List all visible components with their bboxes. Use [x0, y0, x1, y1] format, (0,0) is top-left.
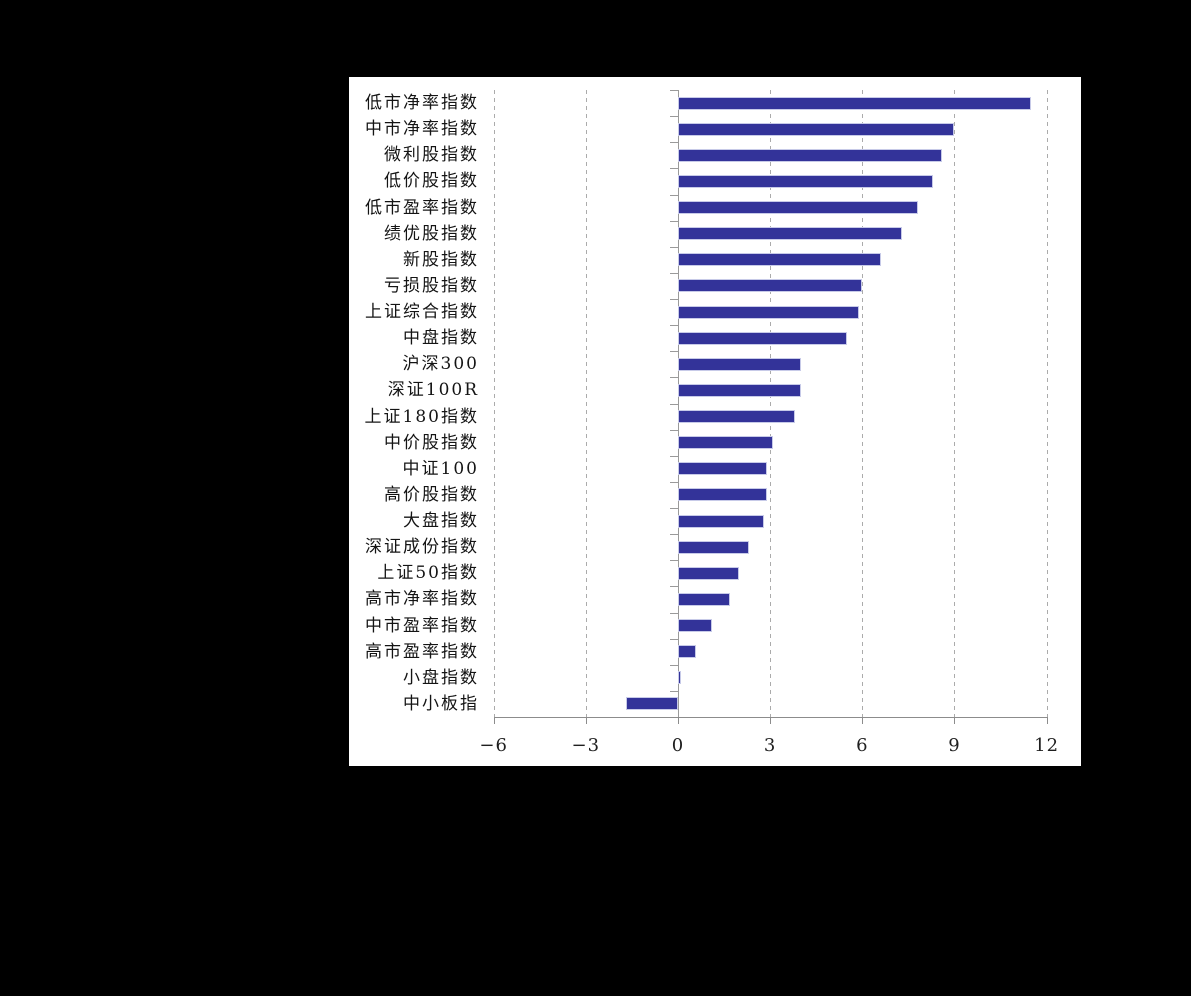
category-label: 高市盈率指数 [365, 641, 479, 662]
category-label: 上证50指数 [377, 563, 479, 584]
x-axis-tick [954, 717, 956, 724]
category-boundary-tick [670, 664, 678, 666]
category-boundary-tick [670, 116, 678, 118]
category-label: 小盘指数 [403, 667, 479, 688]
category-label: 上证180指数 [364, 406, 479, 427]
category-boundary-tick [670, 272, 678, 274]
category-boundary-tick [670, 351, 678, 353]
bar [678, 331, 847, 345]
x-axis-tick [770, 717, 772, 724]
category-label: 新股指数 [403, 249, 479, 270]
category-label: 高市净率指数 [365, 589, 479, 610]
category-boundary-tick [670, 168, 678, 170]
bar [678, 253, 881, 267]
category-boundary-tick [670, 429, 678, 431]
category-label: 深证100R [387, 380, 479, 401]
bar [678, 645, 697, 659]
bar [678, 174, 933, 188]
category-label: 高价股指数 [384, 484, 479, 505]
x-axis-tick-label: 9 [948, 735, 961, 756]
category-boundary-tick [670, 220, 678, 222]
category-boundary-tick [670, 194, 678, 196]
bar [678, 122, 955, 136]
bar [678, 201, 918, 215]
x-axis-tick [678, 717, 679, 724]
category-label: 绩优股指数 [384, 223, 479, 244]
horizontal-bar-chart: 低市净率指数 中市净率指数微利股指数低价股指数低市盈率指数绩优股指数新股指数亏损股… [349, 77, 1081, 766]
zero-axis-line [678, 90, 679, 717]
x-axis-line [493, 717, 1047, 718]
bar [678, 227, 903, 241]
category-label: 大盘指数 [403, 511, 479, 531]
category-boundary-tick [670, 325, 678, 327]
category-boundary-tick [670, 246, 678, 248]
category-label: 低市盈率指数 [365, 197, 479, 218]
category-boundary-tick [670, 90, 678, 91]
bar [678, 540, 749, 554]
category-label: 微利股指数 [384, 145, 479, 166]
category-label: 中价股指数 [384, 432, 479, 453]
bar [678, 462, 768, 476]
bar [678, 566, 740, 580]
category-label: 中市盈率指数 [365, 615, 479, 636]
bar [678, 410, 795, 424]
gridline-x-3 [770, 90, 772, 717]
category-boundary-tick [670, 299, 678, 300]
gridline-x--3 [585, 90, 587, 717]
gridline-x-12 [1046, 90, 1048, 717]
x-axis-tick [493, 717, 495, 724]
category-label: 中证100 [402, 458, 479, 479]
bar [625, 697, 678, 711]
bar [678, 619, 712, 633]
bar [678, 514, 765, 528]
bar [678, 96, 1032, 110]
x-axis-tick-label: 3 [763, 735, 777, 756]
category-boundary-tick [670, 142, 678, 144]
bar [678, 592, 731, 606]
bar [678, 305, 860, 319]
category-label: 深证成份指数 [365, 537, 479, 558]
category-boundary-tick [670, 377, 678, 379]
bar [678, 357, 801, 371]
category-label: 亏损股指数 [384, 275, 479, 296]
category-label: 沪深300 [402, 354, 479, 375]
category-label: 低市净率指数 [365, 93, 479, 113]
gridline-x-6 [862, 90, 864, 717]
category-boundary-tick [670, 560, 678, 562]
x-axis-tick-label: −3 [571, 735, 601, 756]
category-boundary-tick [670, 638, 678, 640]
x-axis-tick [1046, 717, 1048, 724]
category-label: 中小板指 [403, 693, 479, 714]
chart-panel: 低市净率指数 中市净率指数微利股指数低价股指数低市盈率指数绩优股指数新股指数亏损股… [349, 77, 1081, 766]
bar [678, 671, 682, 685]
bar [678, 436, 774, 450]
bar [678, 383, 801, 397]
x-axis-tick [862, 717, 864, 724]
x-axis-tick-label: 6 [856, 735, 869, 756]
category-boundary-tick [670, 690, 678, 692]
gridline-x--6 [493, 90, 495, 717]
category-boundary-tick [670, 534, 678, 536]
gridline-x-9 [954, 90, 956, 717]
bar [678, 488, 768, 502]
category-boundary-tick [670, 508, 678, 509]
category-boundary-tick [670, 612, 678, 614]
category-boundary-tick [670, 586, 678, 588]
bar [678, 148, 943, 162]
category-label: 中市净率指数 [365, 119, 479, 140]
category-label: 上证综合指数 [365, 302, 479, 322]
category-label: 低价股指数 [384, 171, 479, 192]
bar [678, 279, 863, 293]
x-axis-tick [585, 717, 587, 724]
x-axis-tick-label: 0 [671, 735, 685, 756]
x-axis-tick-label: 12 [1034, 735, 1060, 756]
category-label: 中盘指数 [403, 328, 479, 349]
category-boundary-tick [670, 455, 678, 457]
category-boundary-tick [670, 403, 678, 405]
x-axis-tick-label: −6 [479, 735, 508, 756]
category-boundary-tick [670, 481, 678, 483]
